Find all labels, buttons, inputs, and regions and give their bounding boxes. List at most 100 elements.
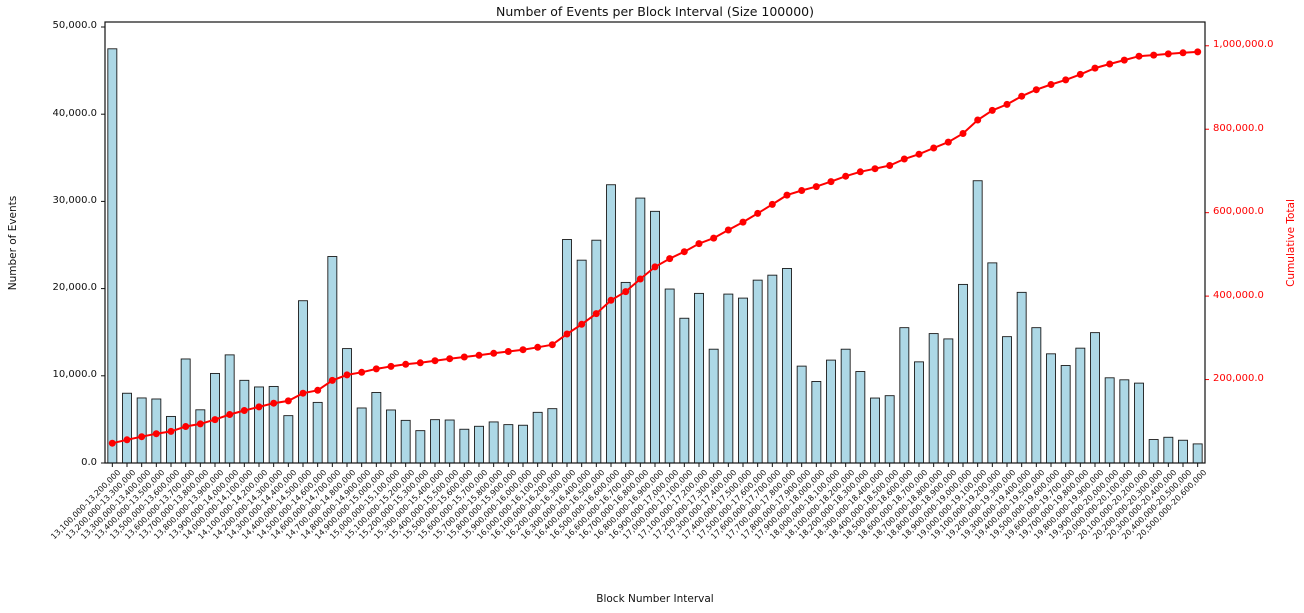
cumulative-marker (607, 296, 615, 304)
bar (870, 397, 880, 464)
bar (386, 409, 396, 464)
cumulative-marker (226, 411, 234, 418)
bar (708, 348, 719, 464)
cumulative-marker (812, 183, 820, 191)
cumulative-marker (798, 187, 806, 194)
cumulative-marker (915, 150, 923, 158)
bar (884, 395, 895, 464)
bar (444, 419, 455, 464)
bar (371, 392, 382, 464)
bar (518, 424, 528, 464)
cumulative-marker (1003, 100, 1011, 108)
cumulative-marker (680, 248, 688, 256)
cumulative-marker (284, 397, 292, 405)
bar (576, 259, 587, 464)
cumulative-marker (666, 255, 674, 263)
cumulative-marker (196, 420, 204, 428)
bar (136, 397, 147, 464)
cumulative-marker (387, 362, 395, 370)
bar (650, 210, 660, 464)
y-tick-label-left: 50,000.0 (52, 20, 97, 32)
cumulative-marker (856, 168, 864, 176)
cumulative-marker (152, 430, 160, 438)
cumulative-marker (328, 376, 336, 384)
bar (1119, 379, 1130, 464)
cumulative-marker (1091, 64, 1099, 72)
cumulative-marker (534, 343, 542, 351)
bar (400, 419, 411, 464)
cumulative-marker (138, 433, 146, 441)
bar (782, 268, 792, 464)
cumulative-marker (182, 423, 190, 430)
cumulative-marker (900, 155, 908, 163)
cumulative-marker (123, 436, 131, 444)
bar (312, 401, 323, 464)
cumulative-marker (1194, 48, 1202, 56)
bar (899, 327, 910, 464)
bar (488, 421, 499, 464)
y-tick-label-left: 40,000.0 (52, 107, 97, 119)
cumulative-marker (1018, 92, 1026, 100)
bar (811, 381, 822, 464)
bar (1075, 347, 1086, 464)
cumulative-marker (768, 200, 776, 208)
y-tick-label-right: 1,000,000.0 (1213, 39, 1274, 51)
cumulative-marker (592, 310, 600, 318)
cumulative-marker (270, 399, 278, 407)
y-tick-label-left: 20,000.0 (52, 282, 97, 294)
bar (1016, 291, 1027, 464)
bar (239, 379, 250, 464)
cumulative-marker (842, 172, 850, 180)
bar (1031, 327, 1042, 464)
cumulative-marker (1047, 81, 1055, 88)
cumulative-marker (959, 130, 967, 137)
plot-border (104, 21, 1206, 464)
y-tick-label-left: 30,000.0 (52, 194, 97, 206)
bar (767, 274, 778, 464)
bar (1046, 353, 1056, 464)
bar (591, 239, 602, 464)
bar (914, 361, 924, 464)
bar (503, 424, 514, 464)
cumulative-marker (886, 162, 894, 169)
cumulative-marker (827, 178, 835, 186)
bar (474, 425, 484, 464)
cumulative-marker (416, 359, 424, 367)
cumulative-marker (871, 165, 879, 173)
cumulative-marker (1150, 51, 1158, 59)
y-tick-label-right: 400,000.0 (1213, 289, 1264, 301)
cumulative-marker (783, 191, 791, 199)
chart-title: Number of Events per Block Interval (Siz… (496, 4, 814, 19)
bar (1178, 439, 1188, 464)
y-tick-label-right: 600,000.0 (1213, 206, 1264, 218)
cumulative-marker (1179, 49, 1187, 57)
bar (987, 262, 998, 464)
bar (459, 428, 470, 464)
bar (1163, 436, 1174, 464)
cumulative-marker (402, 360, 410, 368)
bar (430, 419, 440, 464)
cumulative-marker (372, 365, 380, 373)
cumulative-marker (504, 348, 512, 355)
bar (679, 317, 690, 464)
cumulative-marker (299, 389, 307, 397)
bar (694, 292, 704, 464)
cumulative-marker (548, 341, 556, 349)
cumulative-marker (519, 346, 527, 354)
bar (547, 408, 558, 464)
bar (268, 385, 279, 464)
cumulative-marker (431, 357, 439, 365)
cumulative-marker (695, 240, 703, 248)
cumulative-marker (563, 330, 571, 338)
cumulative-marker (108, 439, 116, 447)
cumulative-marker (930, 144, 938, 152)
bar (1060, 365, 1071, 464)
cumulative-marker (460, 353, 468, 361)
x-axis-label: Block Number Interval (596, 593, 714, 605)
cumulative-marker (211, 416, 219, 424)
y-axis-label-right: Cumulative Total (1285, 199, 1297, 287)
cumulative-marker (1032, 86, 1040, 94)
bar (958, 283, 968, 464)
bar (620, 281, 631, 464)
